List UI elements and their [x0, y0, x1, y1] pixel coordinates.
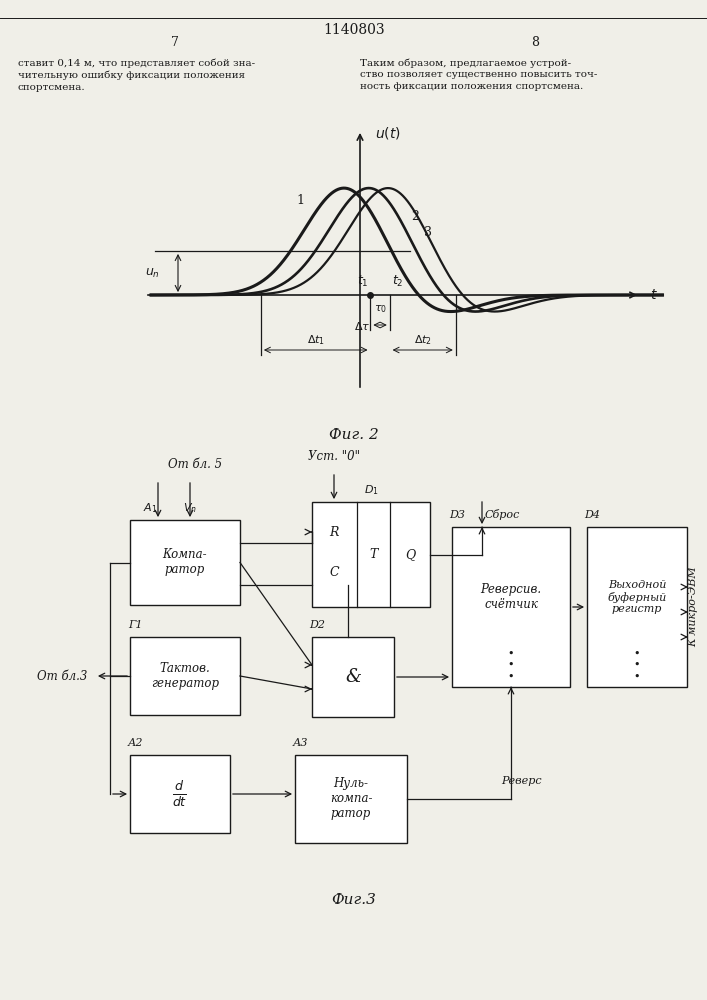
Text: Фиг. 2: Фиг. 2 [329, 428, 379, 442]
Text: Компа-
ратор: Компа- ратор [163, 548, 207, 576]
Bar [130, 755, 230, 833]
Text: Уст. "0": Уст. "0" [308, 450, 360, 464]
Bar [312, 502, 430, 607]
Text: А3: А3 [292, 738, 308, 748]
Text: Выходной
буферный
регистр: Выходной буферный регистр [607, 580, 667, 614]
Text: D3: D3 [449, 510, 465, 520]
Text: 1: 1 [296, 194, 304, 207]
Text: $\Delta t_2$: $\Delta t_2$ [414, 333, 432, 347]
Text: ставит 0,14 м, что представляет собой зна-
чительную ошибку фиксации положения
с: ставит 0,14 м, что представляет собой зн… [18, 58, 255, 92]
Text: К микро-ЭВМ: К микро-ЭВМ [688, 567, 698, 647]
Text: Сброс: Сброс [484, 510, 520, 520]
Text: R: R [329, 526, 339, 538]
Text: $\frac{d}{dt}$: $\frac{d}{dt}$ [173, 779, 187, 809]
Text: 7: 7 [171, 35, 179, 48]
Bar [587, 527, 687, 687]
Text: Таким образом, предлагаемое устрой-
ство позволяет существенно повысить точ-
нос: Таким образом, предлагаемое устрой- ство… [360, 58, 597, 91]
Text: $\Delta t_1$: $\Delta t_1$ [307, 333, 325, 347]
Text: $D_1$: $D_1$ [363, 483, 378, 497]
Text: $u(t)$: $u(t)$ [375, 125, 401, 141]
Text: $\Delta\tau$: $\Delta\tau$ [354, 320, 370, 332]
Text: &: & [345, 668, 361, 686]
Text: Q: Q [405, 548, 415, 561]
Text: •
•
•: • • • [508, 648, 514, 682]
Text: 1140803: 1140803 [323, 23, 385, 37]
Bar [130, 637, 240, 715]
Text: $t_2$: $t_2$ [392, 273, 404, 289]
Text: $t_1$: $t_1$ [356, 273, 368, 289]
Text: $V_n$: $V_n$ [183, 501, 197, 515]
Text: Реверс: Реверс [501, 776, 542, 786]
Text: $\tau_0$: $\tau_0$ [375, 303, 387, 315]
Text: D4: D4 [584, 510, 600, 520]
Text: Фиг.3: Фиг.3 [332, 893, 376, 907]
Text: От бл. 5: От бл. 5 [168, 458, 222, 472]
Text: Г1: Г1 [128, 620, 142, 630]
Text: Реверсив.
счётчик: Реверсив. счётчик [481, 583, 542, 611]
Text: 2: 2 [411, 211, 419, 224]
Bar [130, 520, 240, 605]
Text: T: T [370, 548, 378, 561]
Text: От бл.3: От бл.3 [37, 670, 87, 682]
Text: 8: 8 [531, 35, 539, 48]
Bar [452, 527, 570, 687]
Text: Тактов.
генератор: Тактов. генератор [151, 662, 219, 690]
Text: 3: 3 [424, 227, 432, 239]
Text: C: C [329, 566, 339, 578]
Text: $u_n$: $u_n$ [145, 266, 160, 280]
Bar [295, 755, 407, 843]
Text: •
•
•: • • • [633, 648, 641, 682]
Text: $A_1$: $A_1$ [143, 501, 157, 515]
Text: Нуль-
компа-
ратор: Нуль- компа- ратор [329, 778, 373, 820]
Text: $t$: $t$ [650, 288, 658, 302]
Bar [312, 637, 394, 717]
Text: А2: А2 [127, 738, 143, 748]
Text: D2: D2 [309, 620, 325, 630]
